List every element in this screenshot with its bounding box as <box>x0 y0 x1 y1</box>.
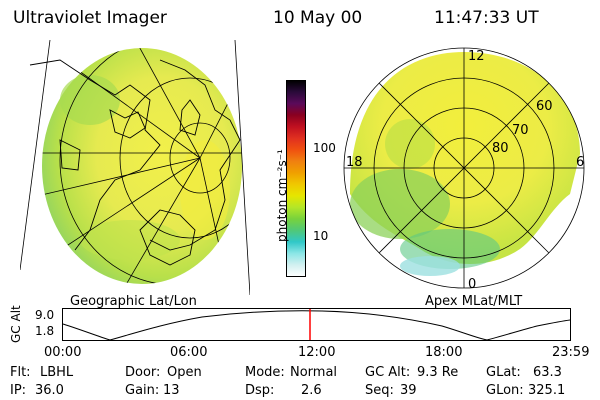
time-tick-1800: 18:00 <box>425 345 463 360</box>
seq-value: 39 <box>400 383 417 398</box>
instrument-title: Ultraviolet Imager <box>13 8 167 28</box>
gain-value: 13 <box>163 383 180 398</box>
mlat-label-60: 60 <box>536 99 553 114</box>
mlt-label-0: 0 <box>468 277 476 292</box>
mlt-label-12: 12 <box>468 49 485 64</box>
colorbar-tick-10: 10 <box>313 229 329 243</box>
mode-label: Mode: <box>245 365 285 380</box>
gc-alt-label: GC Alt: <box>365 365 411 380</box>
door-label: Door: <box>125 365 161 380</box>
colorbar-label: photon cm⁻²s⁻¹ <box>275 149 289 242</box>
mode-value: Normal <box>290 365 338 380</box>
timeline-ylabel: GC Alt <box>9 305 23 343</box>
door-value: Open <box>167 365 202 380</box>
left-panel-caption: Geographic Lat/Lon <box>70 294 197 309</box>
time-tick-1200: 12:00 <box>298 345 336 360</box>
colorbar-tick-100: 100 <box>313 141 336 155</box>
seq-label: Seq: <box>365 383 394 398</box>
auroral-emission <box>42 48 242 284</box>
glat-value: 63.3 <box>533 365 562 380</box>
mlt-label-18: 18 <box>346 155 363 170</box>
coastline-outlines <box>29 59 241 266</box>
glat-label: GLat: <box>486 365 521 380</box>
filter-value: LBHL <box>40 365 74 380</box>
image-frame-lines <box>20 40 250 295</box>
polar-emission <box>350 52 580 276</box>
time-tick-2359: 23:59 <box>552 345 590 360</box>
ip-value: 36.0 <box>35 383 64 398</box>
time-tick-0000: 00:00 <box>44 345 82 360</box>
timeline-ytick-top: 9.0 <box>35 308 55 322</box>
ip-label: IP: <box>10 383 27 398</box>
orbit-altitude-plot <box>62 308 571 341</box>
colorbar <box>286 80 306 277</box>
gain-label: Gain: <box>125 383 160 398</box>
glon-value: 325.1 <box>528 383 566 398</box>
timeline-ytick-bottom: 1.8 <box>35 324 55 338</box>
right-panel-caption: Apex MLat/MLT <box>425 294 523 309</box>
glon-label: GLon: <box>486 383 524 398</box>
dsp-value: 2.6 <box>301 383 322 398</box>
time-tick-0600: 06:00 <box>170 345 208 360</box>
altitude-curve <box>62 310 571 341</box>
gc-alt-value: 9.3 Re <box>417 365 459 380</box>
polar-image: 12 18 6 0 60 70 80 <box>343 47 585 292</box>
timeline-frame <box>62 308 571 341</box>
colorbar-gradient <box>286 80 306 277</box>
observation-time: 11:47:33 UT <box>434 8 539 28</box>
filter-label: Flt: <box>10 365 31 380</box>
mlat-mlt-grid <box>343 47 585 289</box>
dsp-label: Dsp: <box>245 383 275 398</box>
observation-date: 10 May 00 <box>273 8 363 28</box>
mlat-label-70: 70 <box>512 123 529 138</box>
mlat-label-80: 80 <box>492 141 509 156</box>
geographic-image <box>20 40 250 295</box>
mlt-label-6: 6 <box>576 155 584 170</box>
